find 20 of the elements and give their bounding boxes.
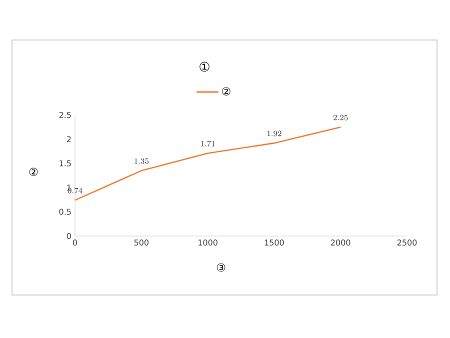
data-label: 1 .71 xyxy=(201,140,215,146)
y-axis-title: ② xyxy=(29,168,38,176)
y-tick-label: 1.5 xyxy=(60,160,71,166)
y-tick-label: 0 xyxy=(66,232,71,240)
x-tick-label: 0 xyxy=(72,240,78,246)
data-label: 2.25 xyxy=(333,114,348,120)
x-tick-label: 2000 xyxy=(331,240,350,246)
x-tick-label: 500 xyxy=(134,240,149,246)
x-axis-title: ③ xyxy=(216,263,226,272)
x-tick-label: 1500 xyxy=(264,240,284,246)
legend-label: ② xyxy=(222,87,230,96)
data-label: 1 .92 xyxy=(267,130,282,136)
x-tick-label: 2500 xyxy=(397,240,417,246)
line-series xyxy=(74,126,342,201)
y-tick-label: 2 xyxy=(66,136,71,142)
y-tick-label: 0.5 xyxy=(59,208,71,215)
chart-title: ① xyxy=(200,62,210,72)
y-tick-label: 2.5 xyxy=(59,112,71,118)
x-tick-label: 1000 xyxy=(198,240,218,246)
data-label: 1 .35 xyxy=(134,158,149,164)
